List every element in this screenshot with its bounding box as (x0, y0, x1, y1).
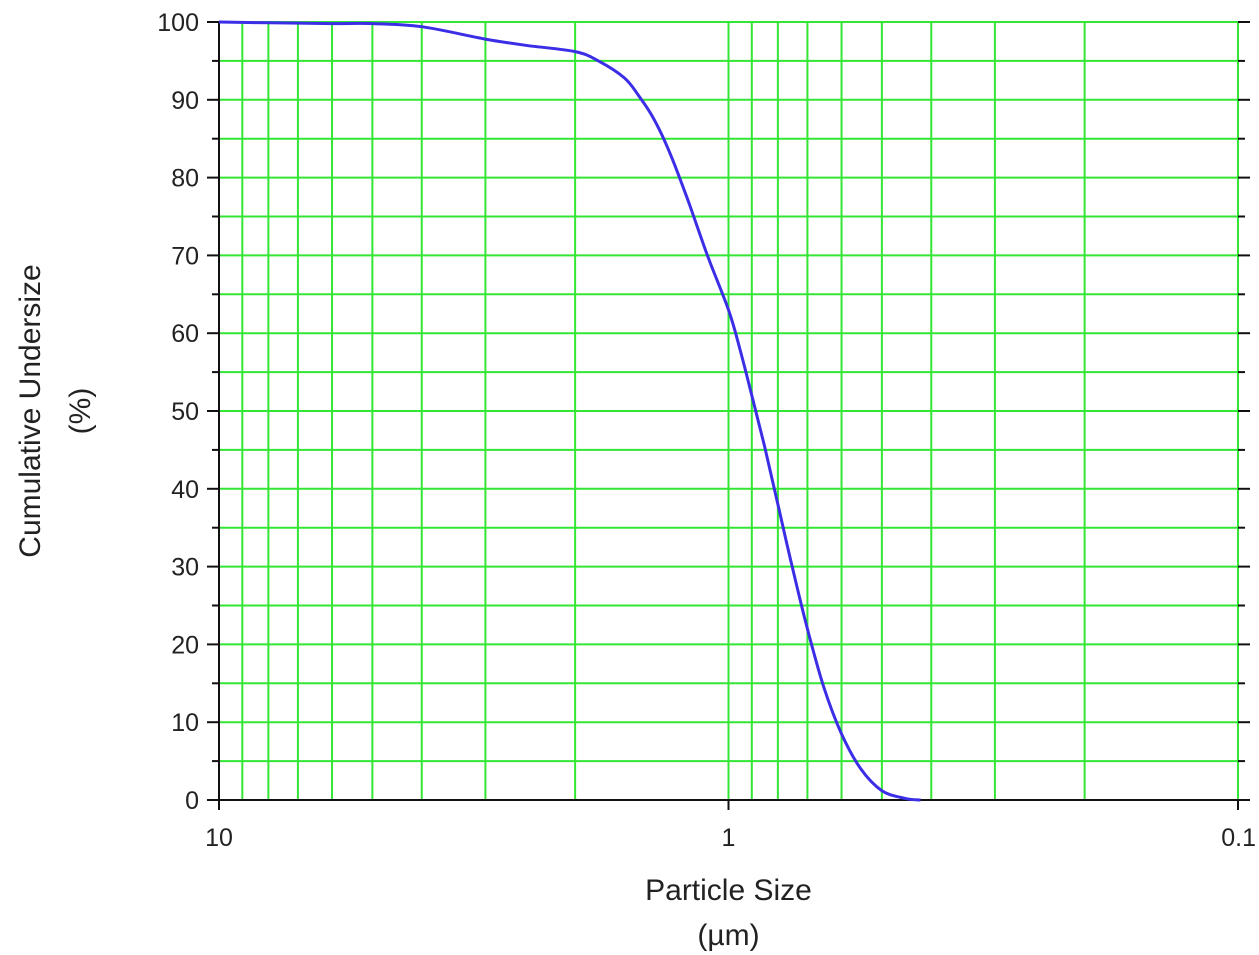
y-tick-label: 80 (171, 165, 199, 193)
y-tick-labels: 0 10 20 30 40 50 60 70 80 90 100 (157, 9, 199, 815)
axis-ticks (207, 21, 1250, 810)
x-axis-title: Particle Size (645, 874, 812, 907)
y-tick-label: 40 (171, 476, 199, 504)
horizontal-gridlines (219, 21, 1238, 801)
y-tick-label: 20 (171, 631, 199, 659)
y-axis-unit: (%) (64, 388, 97, 435)
x-axis-unit: (µm) (697, 919, 759, 952)
y-tick-label: 60 (171, 320, 199, 348)
x-tick-labels: 10 1 0.1 (205, 824, 1256, 852)
y-tick-label: 100 (157, 9, 199, 37)
y-tick-label: 30 (171, 554, 199, 582)
x-tick-label: 10 (205, 824, 233, 852)
y-tick-label: 0 (185, 787, 199, 815)
cumulative-undersize-line (218, 20, 921, 802)
y-tick-label: 90 (171, 87, 199, 115)
y-tick-label: 50 (171, 398, 199, 426)
y-tick-label: 10 (171, 709, 199, 737)
y-tick-label: 70 (171, 242, 199, 270)
x-tick-label: 0.1 (1221, 824, 1256, 852)
x-tick-label: 1 (722, 824, 736, 852)
y-axis-title: Cumulative Undersize (14, 264, 47, 557)
